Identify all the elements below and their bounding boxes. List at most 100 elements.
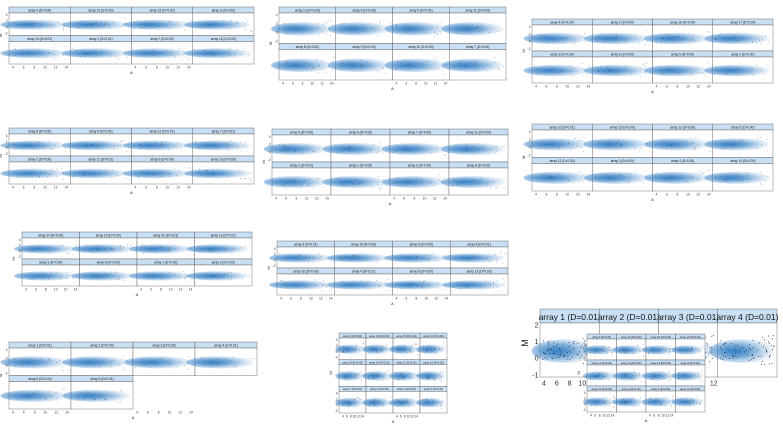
- data-point: [96, 22, 97, 23]
- data-point: [285, 285, 287, 287]
- density-cloud: [184, 140, 253, 151]
- data-point: [12, 49, 14, 51]
- data-point: [742, 179, 744, 181]
- data-point: [466, 145, 468, 146]
- data-point: [758, 342, 760, 344]
- y-tick-label: -2: [583, 356, 586, 360]
- x-axis-label: A: [389, 201, 392, 206]
- data-point: [427, 377, 428, 379]
- data-point: [626, 39, 627, 41]
- data-point: [655, 176, 656, 178]
- data-point: [104, 248, 105, 250]
- density-cloud: [71, 271, 136, 281]
- data-point: [217, 363, 219, 365]
- data-point: [692, 349, 693, 350]
- x-tick-label: 12: [54, 411, 58, 415]
- panel-label: array 11 (D=0.02): [680, 387, 700, 391]
- data-point: [639, 351, 641, 353]
- data-point: [53, 24, 55, 26]
- panel: array 2 (D=0.02): [362, 386, 394, 414]
- data-point: [493, 280, 494, 282]
- data-point: [702, 371, 704, 373]
- data-point: [43, 146, 44, 148]
- data-point: [40, 171, 41, 172]
- x-tick-label: 4: [12, 186, 14, 190]
- data-point: [385, 348, 387, 350]
- data-point: [118, 58, 119, 60]
- data-point: [485, 280, 486, 282]
- data-point: [48, 278, 49, 280]
- data-point: [168, 362, 170, 364]
- data-point: [550, 140, 551, 141]
- data-point: [426, 405, 427, 406]
- data-point: [640, 397, 642, 399]
- data-point: [670, 145, 672, 147]
- data-point: [302, 152, 304, 154]
- data-point: [438, 284, 440, 286]
- data-point: [671, 377, 673, 379]
- data-point: [306, 145, 307, 146]
- data-point: [308, 147, 309, 149]
- data-point: [654, 376, 656, 378]
- data-point: [378, 70, 380, 71]
- data-point: [382, 402, 383, 403]
- data-point: [716, 39, 717, 40]
- data-point: [373, 282, 374, 284]
- data-point: [189, 167, 190, 169]
- data-point: [663, 139, 665, 141]
- data-point: [337, 152, 338, 154]
- data-point: [679, 350, 680, 352]
- data-point: [93, 394, 95, 396]
- data-point: [395, 372, 396, 373]
- data-point: [157, 143, 158, 145]
- data-point: [500, 29, 502, 31]
- data-point: [488, 32, 489, 33]
- data-point: [405, 402, 407, 404]
- data-point: [415, 66, 417, 67]
- data-point: [213, 54, 215, 55]
- data-point: [345, 286, 347, 287]
- data-point: [34, 393, 35, 395]
- data-point: [365, 185, 366, 187]
- data-point: [552, 141, 553, 143]
- data-point: [696, 403, 698, 405]
- data-point: [608, 379, 610, 380]
- data-point: [117, 175, 119, 177]
- density-cloud: [335, 397, 366, 408]
- panel-label: array 12 (D=0.01): [150, 130, 175, 134]
- data-point: [50, 19, 52, 21]
- density-cloud: [612, 371, 646, 381]
- data-point: [376, 152, 378, 154]
- data-point: [163, 52, 165, 54]
- data-point: [415, 372, 417, 374]
- x-tick-label: 10: [686, 85, 690, 89]
- data-point: [250, 179, 251, 181]
- y-axis-label: M: [261, 160, 266, 163]
- data-point: [283, 284, 285, 285]
- data-point: [358, 32, 360, 33]
- data-point: [129, 180, 130, 181]
- data-point: [198, 251, 200, 253]
- data-point: [564, 41, 566, 43]
- x-tick-label: 4: [396, 82, 398, 86]
- density-cloud: [124, 356, 194, 369]
- data-point: [98, 366, 100, 367]
- data-point: [378, 374, 379, 376]
- data-point: [551, 357, 553, 359]
- x-tick-label: 12: [54, 66, 58, 70]
- data-point: [303, 62, 305, 63]
- density-cloud: [61, 48, 131, 59]
- data-point: [671, 406, 673, 407]
- data-point: [400, 258, 402, 260]
- data-point: [378, 151, 380, 153]
- data-point: [641, 148, 642, 149]
- data-point: [571, 357, 573, 359]
- x-tick-label: 10: [425, 297, 429, 301]
- data-point: [547, 41, 548, 43]
- data-point: [190, 20, 191, 21]
- data-point: [180, 361, 182, 363]
- data-point: [436, 147, 437, 149]
- data-point: [483, 67, 485, 69]
- data-point: [166, 246, 167, 248]
- data-point: [611, 371, 613, 373]
